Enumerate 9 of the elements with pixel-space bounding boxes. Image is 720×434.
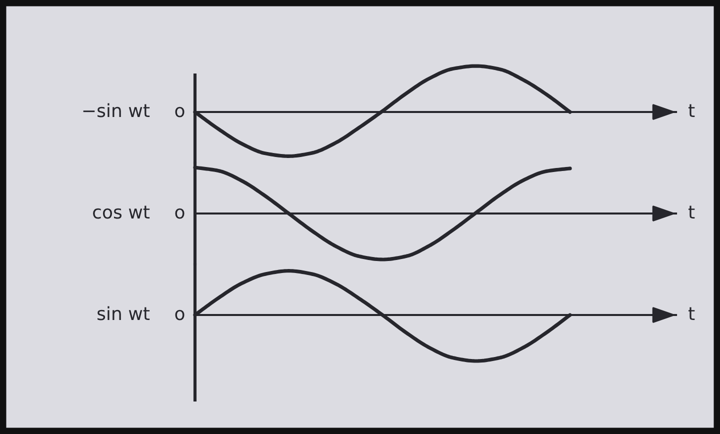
y-axis-title: sin wt bbox=[98, 306, 150, 320]
annotation: o bbox=[175, 208, 184, 219]
x-axis-title: t bbox=[688, 206, 695, 218]
y-axis-title: −sin wt bbox=[83, 103, 150, 118]
x-axis-title: t bbox=[688, 104, 695, 117]
annotation: o bbox=[175, 310, 184, 320]
y-axis-title: cos wt bbox=[93, 206, 150, 219]
x-axis-title: t bbox=[688, 307, 695, 320]
annotation: o bbox=[175, 106, 184, 118]
